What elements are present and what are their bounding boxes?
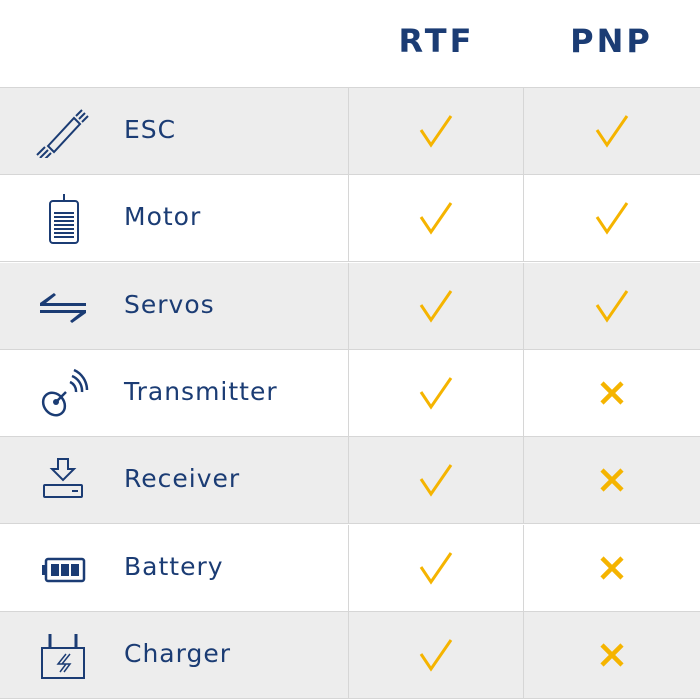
feature-cell: Servos	[0, 263, 349, 349]
cross-icon	[599, 556, 624, 580]
pnp-cell	[524, 88, 699, 174]
table-row: ESC	[0, 88, 700, 175]
rtf-cell	[349, 350, 524, 436]
rtf-cell	[349, 175, 524, 261]
rtf-cell	[349, 437, 524, 523]
pnp-cell	[524, 263, 699, 349]
check-icon	[419, 639, 453, 672]
feature-label: Transmitter	[124, 377, 278, 406]
check-icon	[419, 290, 453, 323]
table-row: Servos	[0, 263, 700, 350]
rtf-cell	[349, 612, 524, 698]
servos-icon	[40, 293, 86, 323]
table-row: Motor	[0, 175, 700, 262]
check-icon	[595, 202, 628, 235]
pnp-cell	[524, 612, 699, 698]
pnp-cell	[524, 437, 699, 523]
cross-icon	[599, 381, 624, 405]
check-icon	[419, 202, 453, 235]
battery-icon	[42, 557, 86, 583]
rtf-cell	[349, 263, 524, 349]
feature-label: Charger	[124, 639, 231, 668]
feature-label: Battery	[124, 552, 224, 581]
table-row: Charger	[0, 612, 700, 699]
feature-cell: Receiver	[0, 437, 349, 523]
check-icon	[595, 290, 628, 323]
cross-icon	[599, 643, 624, 667]
transmitter-icon	[41, 368, 89, 417]
table-row: Battery	[0, 525, 700, 612]
motor-icon	[49, 194, 79, 244]
column-header-pnp: PNP	[570, 22, 653, 60]
table-row: Receiver	[0, 437, 700, 524]
rtf-cell	[349, 88, 524, 174]
feature-label: Servos	[124, 290, 215, 319]
feature-cell: ESC	[0, 88, 349, 174]
cross-icon	[599, 468, 624, 492]
check-icon	[419, 377, 453, 410]
check-icon	[419, 464, 453, 497]
header-row: RTF PNP	[0, 0, 700, 88]
charger-icon	[41, 634, 85, 679]
feature-cell: Battery	[0, 525, 349, 611]
check-icon	[595, 115, 628, 148]
table-row: Transmitter	[0, 350, 700, 437]
feature-label: Receiver	[124, 464, 241, 493]
feature-cell: Charger	[0, 612, 349, 698]
rtf-cell	[349, 525, 524, 611]
column-header-rtf: RTF	[398, 22, 475, 60]
check-icon	[419, 552, 453, 585]
pnp-cell	[524, 175, 699, 261]
esc-icon	[36, 109, 89, 158]
receiver-icon	[43, 458, 83, 498]
pnp-cell	[524, 525, 699, 611]
feature-cell: Transmitter	[0, 350, 349, 436]
feature-label: ESC	[124, 115, 177, 144]
feature-cell: Motor	[0, 175, 349, 261]
pnp-cell	[524, 350, 699, 436]
feature-label: Motor	[124, 202, 202, 231]
check-icon	[419, 115, 453, 148]
